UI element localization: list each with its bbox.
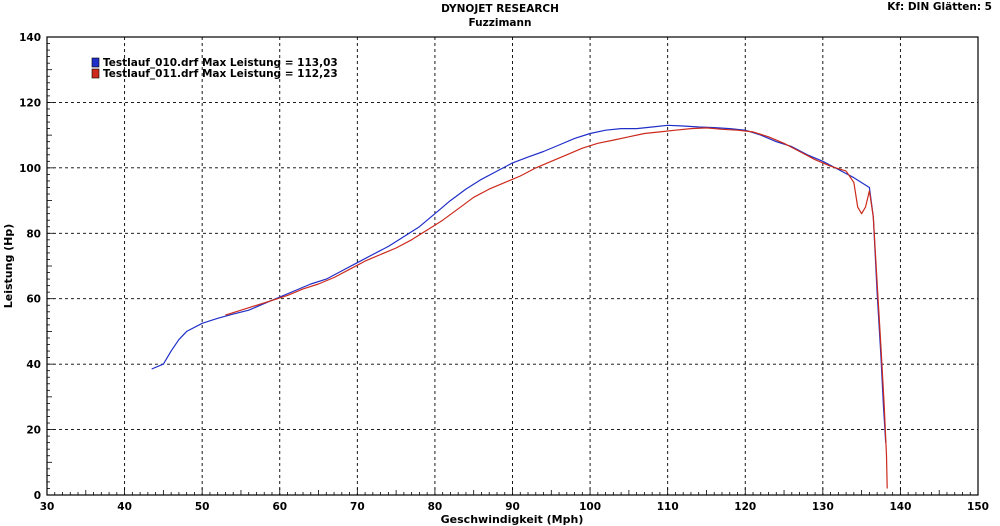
legend-label-2: Testlauf_011.drf Max Leistung = 112,23 xyxy=(103,68,338,80)
y-tick-label: 20 xyxy=(26,425,41,437)
legend: Testlauf_010.drf Max Leistung = 113,03Te… xyxy=(91,57,338,80)
series-line-1 xyxy=(151,124,887,443)
x-tick-label: 110 xyxy=(657,501,679,513)
y-tick-label: 100 xyxy=(19,163,41,175)
x-tick-label: 60 xyxy=(272,501,287,513)
legend-label-1: Testlauf_010.drf Max Leistung = 113,03 xyxy=(103,57,338,69)
y-tick-labels: 0 20 40 60 80 100 120 140 xyxy=(19,32,41,502)
y-tick-label: 120 xyxy=(19,97,41,109)
x-tick-label: 100 xyxy=(579,501,601,513)
settings-label: Kf: DIN Glätten: 5 xyxy=(887,1,992,13)
x-tick-label: 30 xyxy=(40,501,55,513)
series-lines xyxy=(151,124,888,489)
x-tick-labels: 30 40 50 60 70 80 90 100 110 120 130 140 150 xyxy=(40,501,989,513)
legend-swatch-1 xyxy=(91,57,100,68)
legend-swatch-2 xyxy=(91,68,100,79)
y-axis-title: Leistung (Hp) xyxy=(2,224,15,309)
x-tick-label: 140 xyxy=(889,501,911,513)
chart-subtitle: Fuzzimann xyxy=(468,17,532,29)
x-tick-label: 40 xyxy=(117,501,132,513)
minor-ticks xyxy=(46,36,979,496)
y-tick-label: 80 xyxy=(26,228,41,240)
x-axis-title: Geschwindigkeit (Mph) xyxy=(441,513,584,526)
x-tick-label: 150 xyxy=(967,501,989,513)
y-tick-label: 40 xyxy=(26,359,41,371)
x-tick-label: 90 xyxy=(505,501,520,513)
x-tick-label: 120 xyxy=(734,501,756,513)
series-line-2 xyxy=(225,127,888,489)
x-tick-label: 130 xyxy=(812,501,834,513)
chart-title: DYNOJET RESEARCH xyxy=(441,3,559,15)
x-tick-label: 50 xyxy=(195,501,210,513)
x-tick-label: 80 xyxy=(428,501,443,513)
grid-lines xyxy=(47,37,978,495)
y-tick-label: 140 xyxy=(19,32,41,44)
y-tick-label: 60 xyxy=(26,294,41,306)
y-tick-label: 0 xyxy=(34,490,41,502)
x-tick-label: 70 xyxy=(350,501,365,513)
